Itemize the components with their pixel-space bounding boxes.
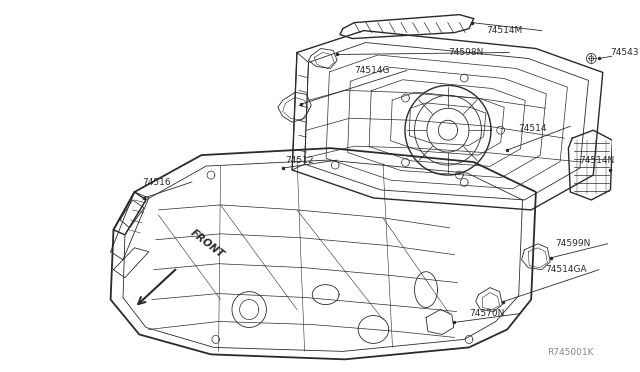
Text: 74599N: 74599N (555, 239, 590, 248)
Text: FRONT: FRONT (189, 227, 227, 260)
Text: 74514G: 74514G (355, 66, 390, 75)
Text: 74514N: 74514N (579, 155, 614, 164)
Text: R745001K: R745001K (547, 348, 593, 357)
Text: 74516: 74516 (142, 177, 171, 186)
Text: 74570N: 74570N (469, 309, 504, 318)
Text: 74512: 74512 (285, 155, 314, 164)
Text: 74514: 74514 (518, 124, 547, 133)
Text: 74514GA: 74514GA (545, 265, 587, 274)
Text: 74514M: 74514M (486, 26, 522, 35)
Text: 74598N: 74598N (448, 48, 483, 57)
Text: 74543: 74543 (611, 48, 639, 57)
